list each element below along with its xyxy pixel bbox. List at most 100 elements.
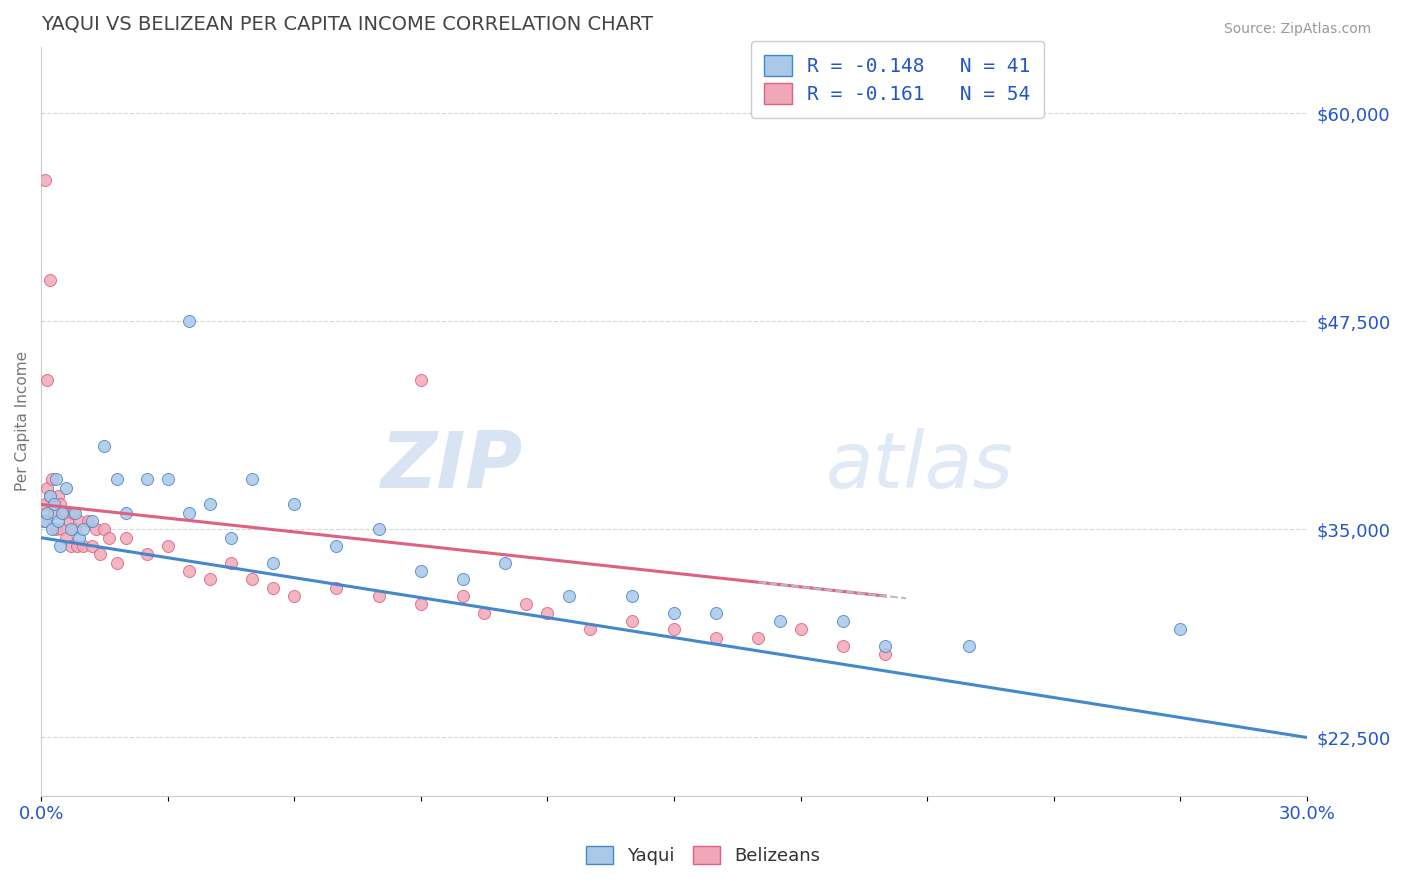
Point xyxy=(409,597,432,611)
Point xyxy=(38,489,60,503)
Point xyxy=(46,489,69,503)
Point xyxy=(34,498,56,512)
Point xyxy=(959,639,981,653)
Point xyxy=(32,514,55,528)
Point xyxy=(704,631,727,645)
Point xyxy=(72,523,94,537)
Point xyxy=(135,473,157,487)
Point xyxy=(409,564,432,578)
Point xyxy=(105,556,128,570)
Point xyxy=(873,639,896,653)
Point xyxy=(63,523,86,537)
Legend: R = -0.148   N = 41, R = -0.161   N = 54: R = -0.148 N = 41, R = -0.161 N = 54 xyxy=(751,41,1045,118)
Point xyxy=(67,514,90,528)
Point xyxy=(409,373,432,387)
Point xyxy=(51,523,73,537)
Point xyxy=(662,622,685,636)
Point xyxy=(219,531,242,545)
Point xyxy=(80,514,103,528)
Point xyxy=(41,523,63,537)
Point xyxy=(494,556,516,570)
Point xyxy=(662,606,685,620)
Legend: Yaqui, Belizeans: Yaqui, Belizeans xyxy=(576,837,830,874)
Point xyxy=(578,622,600,636)
Point xyxy=(219,556,242,570)
Point xyxy=(472,606,495,620)
Point xyxy=(451,572,474,586)
Point xyxy=(515,597,537,611)
Point xyxy=(58,514,80,528)
Point xyxy=(37,373,59,387)
Point xyxy=(367,589,389,603)
Point xyxy=(283,498,305,512)
Point xyxy=(114,531,136,545)
Point xyxy=(325,539,347,553)
Point xyxy=(34,173,56,187)
Point xyxy=(156,473,179,487)
Point xyxy=(557,589,579,603)
Point xyxy=(1170,622,1192,636)
Point xyxy=(72,539,94,553)
Point xyxy=(80,539,103,553)
Point xyxy=(198,498,221,512)
Point xyxy=(45,523,67,537)
Point xyxy=(177,506,200,520)
Point xyxy=(620,614,643,628)
Point xyxy=(177,314,200,328)
Point xyxy=(66,539,89,553)
Point xyxy=(262,581,284,595)
Point xyxy=(46,514,69,528)
Point xyxy=(53,506,76,520)
Point xyxy=(45,473,67,487)
Point xyxy=(93,439,115,453)
Point xyxy=(536,606,558,620)
Point xyxy=(37,506,59,520)
Point xyxy=(89,548,111,562)
Point xyxy=(62,506,84,520)
Text: atlas: atlas xyxy=(825,428,1014,504)
Point xyxy=(49,539,72,553)
Point xyxy=(59,539,82,553)
Point xyxy=(55,481,77,495)
Point xyxy=(704,606,727,620)
Point xyxy=(97,531,120,545)
Point xyxy=(38,489,60,503)
Point xyxy=(42,498,65,512)
Point xyxy=(831,614,853,628)
Y-axis label: Per Capita Income: Per Capita Income xyxy=(15,351,30,491)
Point xyxy=(283,589,305,603)
Point xyxy=(59,523,82,537)
Point xyxy=(38,273,60,287)
Point xyxy=(240,473,263,487)
Point xyxy=(768,614,790,628)
Point xyxy=(620,589,643,603)
Point xyxy=(37,481,59,495)
Point xyxy=(177,564,200,578)
Point xyxy=(42,506,65,520)
Point xyxy=(325,581,347,595)
Point xyxy=(135,548,157,562)
Text: Source: ZipAtlas.com: Source: ZipAtlas.com xyxy=(1223,22,1371,37)
Point xyxy=(76,514,98,528)
Point xyxy=(156,539,179,553)
Point xyxy=(41,473,63,487)
Point xyxy=(240,572,263,586)
Point xyxy=(873,647,896,661)
Point xyxy=(63,506,86,520)
Point xyxy=(105,473,128,487)
Point xyxy=(84,523,107,537)
Text: YAQUI VS BELIZEAN PER CAPITA INCOME CORRELATION CHART: YAQUI VS BELIZEAN PER CAPITA INCOME CORR… xyxy=(41,15,654,34)
Text: ZIP: ZIP xyxy=(380,428,522,504)
Point xyxy=(451,589,474,603)
Point xyxy=(55,531,77,545)
Point xyxy=(114,506,136,520)
Point xyxy=(747,631,769,645)
Point xyxy=(67,531,90,545)
Point xyxy=(34,514,56,528)
Point xyxy=(49,498,72,512)
Point xyxy=(831,639,853,653)
Point xyxy=(198,572,221,586)
Point xyxy=(51,506,73,520)
Point xyxy=(367,523,389,537)
Point xyxy=(262,556,284,570)
